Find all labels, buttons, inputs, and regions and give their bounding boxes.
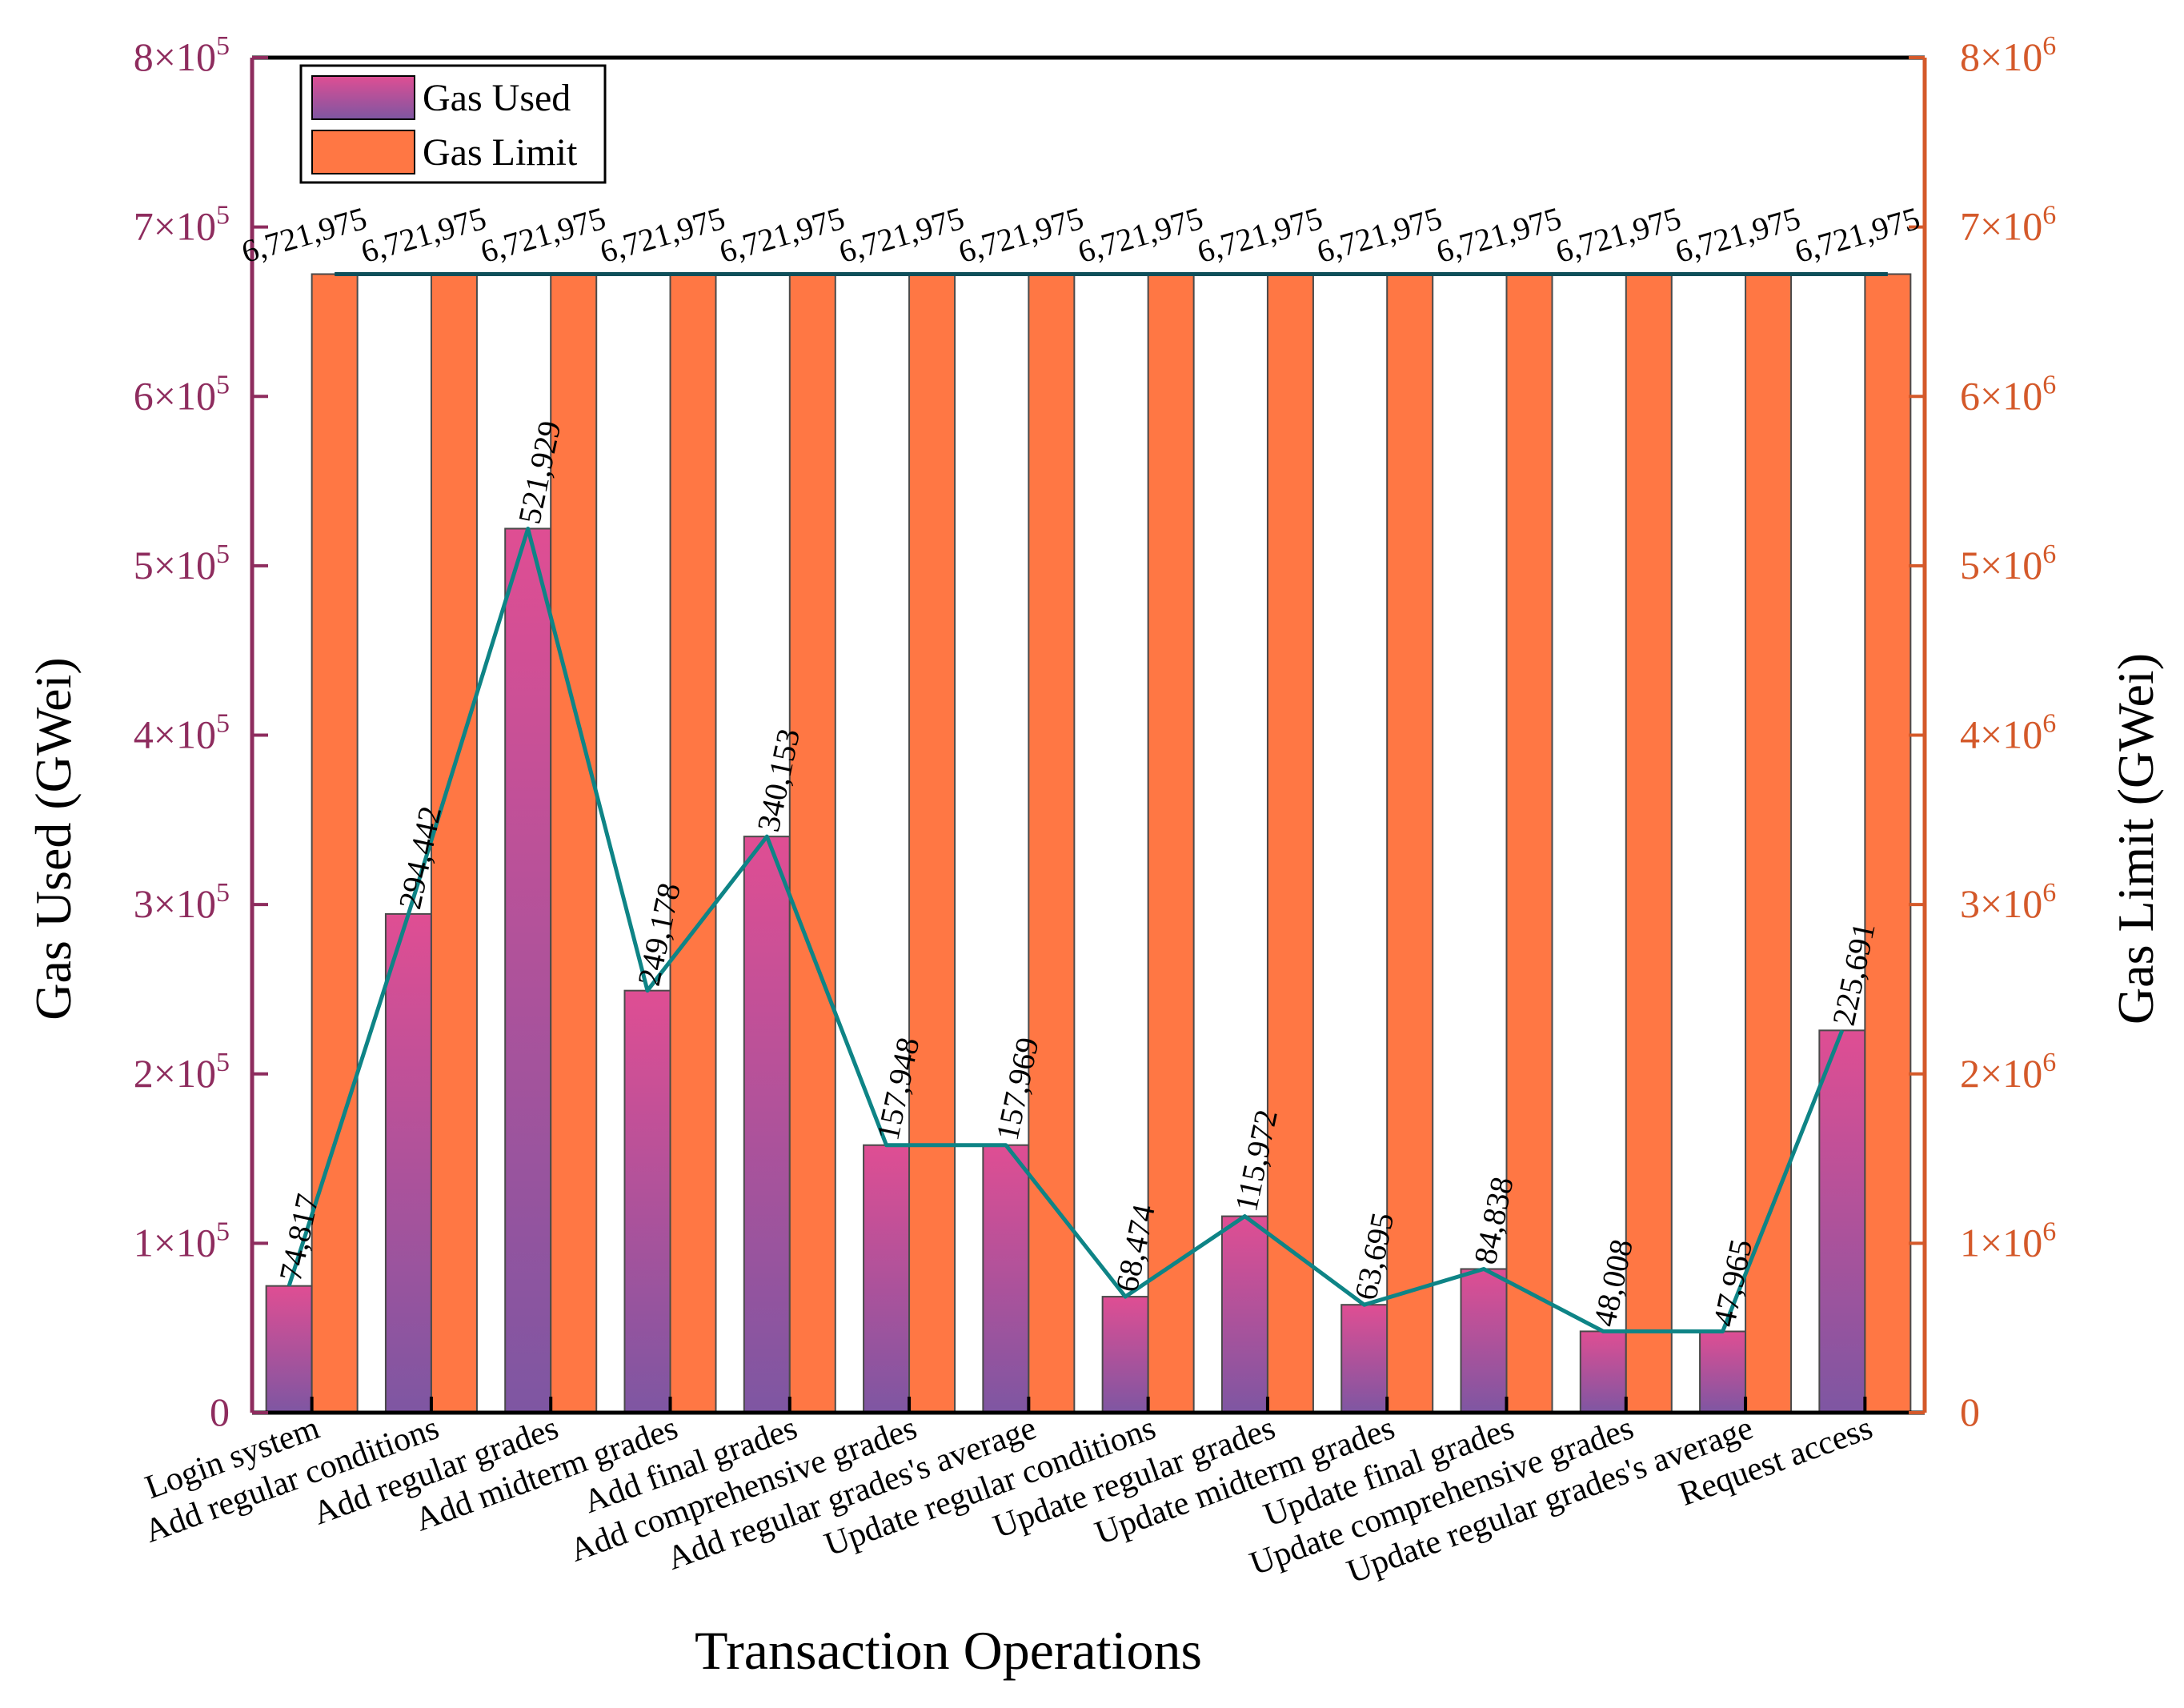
gas-used-bar — [1101, 1296, 1149, 1414]
gas-used-bar — [743, 836, 791, 1414]
gas-limit-value-label: 6,721,975 — [1312, 200, 1445, 270]
gas-used-bar — [1220, 1215, 1268, 1413]
right-tick-label: 0 — [1960, 1389, 1980, 1434]
gas-used-bar — [384, 912, 432, 1413]
gas-limit-bar — [1745, 273, 1793, 1413]
left-tick-exponent: 5 — [216, 539, 230, 569]
gas-limit-bar — [669, 273, 717, 1413]
left-tick-exponent: 5 — [216, 1048, 230, 1077]
gas-limit-bar — [1028, 273, 1076, 1413]
gas-limit-bar — [1147, 273, 1195, 1413]
gas-limit-value-label: 6,721,975 — [1074, 200, 1207, 270]
left-tick-label: 4×105 — [134, 709, 230, 757]
gas-used-bar — [982, 1144, 1030, 1414]
right-tick-label: 6×106 — [1960, 370, 2056, 418]
left-tick-label: 0 — [210, 1389, 230, 1434]
left-tick-exponent: 5 — [216, 201, 230, 231]
legend-swatch-gas-limit — [311, 130, 415, 174]
gas-limit-value-label: 6,721,975 — [835, 200, 968, 270]
left-tick-label: 3×105 — [134, 878, 230, 926]
right-tick-label: 1×106 — [1960, 1217, 2056, 1265]
gas-used-line — [287, 526, 1845, 1333]
gas-limit-bar — [1864, 273, 1912, 1413]
axes: 0 1×105 2×105 3×105 4×105 5×105 6×105 7×105 8×10… — [134, 31, 2056, 1434]
gas-limit-value-label: 6,721,975 — [238, 200, 371, 270]
left-tick-exponent: 5 — [216, 31, 230, 61]
right-tick-exponent: 6 — [2042, 1048, 2056, 1077]
left-tick-exponent: 5 — [216, 709, 230, 739]
trend-lines — [287, 271, 1888, 1333]
gas-used-bar — [265, 1285, 313, 1414]
gas-limit-value-label: 6,721,975 — [476, 200, 609, 270]
right-tick-label: 3×106 — [1960, 878, 2056, 926]
legend-label-gas-used: Gas Used — [423, 77, 571, 119]
right-tick-exponent: 6 — [2042, 709, 2056, 739]
legend-swatch-gas-used — [311, 75, 415, 120]
gas-used-bar — [863, 1144, 911, 1413]
gas-limit-value-label: 6,721,975 — [1552, 200, 1685, 270]
left-tick-label: 5×105 — [134, 539, 230, 587]
right-tick-label: 7×106 — [1960, 201, 2056, 249]
gas-limit-bar — [550, 273, 598, 1413]
gas-limit-value-label: 6,721,975 — [715, 200, 848, 270]
gas-limit-value-label: 6,721,975 — [1433, 200, 1565, 270]
gas-used-bar — [623, 989, 671, 1413]
right-tick-label: 5×106 — [1960, 539, 2056, 587]
right-tick-exponent: 6 — [2042, 1217, 2056, 1246]
gas-used-bar — [1818, 1029, 1866, 1414]
gas-used-bar — [504, 527, 552, 1413]
gas-limit-value-label: 6,721,975 — [596, 200, 729, 270]
y-axis-title-right: Gas Limit (GWei) — [2107, 653, 2164, 1024]
y-axis-title-left: Gas Used (GWei) — [25, 657, 82, 1020]
gas-used-bar — [1460, 1268, 1508, 1413]
x-axis-title: Transaction Operations — [695, 1620, 1202, 1681]
gas-limit-value-label: 6,721,975 — [1791, 200, 1924, 270]
gas-limit-bar — [1386, 273, 1434, 1413]
right-tick-exponent: 6 — [2042, 370, 2056, 399]
gas-limit-bar — [311, 273, 359, 1413]
left-tick-label: 1×105 — [134, 1217, 230, 1265]
gas-limit-bar — [788, 273, 836, 1413]
gas-limit-value-label: 6,721,975 — [1193, 200, 1326, 270]
gas-limit-bar — [1266, 273, 1314, 1413]
legend-label-gas-limit: Gas Limit — [423, 131, 578, 174]
left-tick-label: 8×105 — [134, 31, 230, 79]
gas-used-bar — [1699, 1330, 1747, 1413]
gas-used-bar — [1340, 1304, 1389, 1413]
right-tick-label: 8×106 — [1960, 31, 2056, 79]
right-tick-exponent: 6 — [2042, 201, 2056, 231]
gas-limit-bar — [1505, 273, 1553, 1413]
gas-limit-value-label: 6,721,975 — [955, 200, 1088, 270]
gas-limit-bar — [908, 273, 956, 1413]
gas-limit-value-label: 6,721,975 — [357, 200, 490, 270]
right-tick-exponent: 6 — [2042, 31, 2056, 61]
left-tick-label: 7×105 — [134, 201, 230, 249]
right-tick-exponent: 6 — [2042, 878, 2056, 908]
right-tick-exponent: 6 — [2042, 539, 2056, 569]
left-tick-exponent: 5 — [216, 370, 230, 399]
gas-limit-bar — [1625, 273, 1673, 1413]
right-tick-label: 2×106 — [1960, 1048, 2056, 1096]
right-tick-label: 4×106 — [1960, 709, 2056, 757]
legend: Gas Used Gas Limit — [299, 64, 607, 184]
gas-used-bar — [1579, 1330, 1627, 1414]
gas-limit-value-label: 6,721,975 — [1671, 200, 1804, 270]
gas-limit-bars — [311, 273, 1912, 1413]
left-tick-label: 6×105 — [134, 370, 230, 418]
left-tick-exponent: 5 — [216, 878, 230, 908]
left-tick-label: 2×105 — [134, 1048, 230, 1096]
left-tick-exponent: 5 — [216, 1217, 230, 1246]
